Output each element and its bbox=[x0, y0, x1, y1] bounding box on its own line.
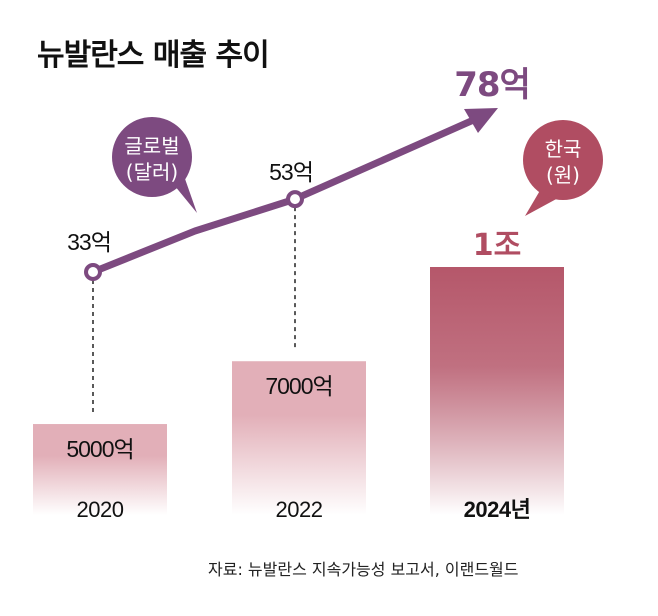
speech-bubble bbox=[523, 120, 603, 200]
arrowhead-icon bbox=[464, 108, 498, 133]
x-tick-label: 2020 bbox=[77, 497, 124, 522]
legend-unit-label: (달러) bbox=[126, 160, 178, 184]
legend-global: 글로벌(달러) bbox=[112, 117, 197, 213]
bar-2020 bbox=[33, 424, 167, 515]
line-value-label: 78억 bbox=[454, 65, 530, 105]
speech-bubble bbox=[112, 117, 192, 197]
x-tick-label: 2024년 bbox=[464, 497, 531, 522]
chart-title: 뉴발란스 매출 추이 bbox=[37, 38, 270, 73]
line-value-label: 53억 bbox=[269, 159, 313, 185]
legend-label: 글로벌 bbox=[124, 134, 179, 158]
line-point-marker bbox=[84, 263, 102, 281]
line-value-label: 33억 bbox=[67, 229, 111, 255]
bar-value-label: 1조 bbox=[473, 228, 521, 263]
bar-2024년 bbox=[430, 267, 564, 515]
legend-korea: 한국(원) bbox=[523, 120, 603, 216]
source-note: 자료: 뉴발란스 지속가능성 보고서, 이랜드월드 bbox=[208, 560, 519, 579]
line-point-marker bbox=[286, 190, 304, 209]
legend-unit-label: (원) bbox=[546, 163, 580, 187]
bar-2022 bbox=[232, 361, 366, 515]
bar-value-label: 7000억 bbox=[265, 373, 332, 399]
x-tick-label: 2022 bbox=[276, 497, 323, 522]
bar-value-label: 5000억 bbox=[66, 436, 133, 462]
global-trend-line bbox=[91, 114, 480, 276]
legend-label: 한국 bbox=[545, 137, 582, 161]
